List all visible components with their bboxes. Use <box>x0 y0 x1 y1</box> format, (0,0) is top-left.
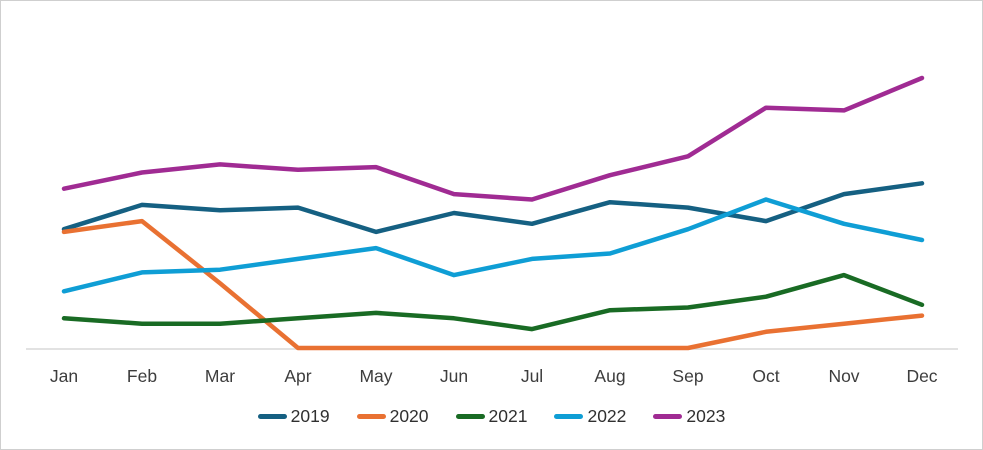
series-line-2020 <box>61 218 925 351</box>
legend-label-2021: 2021 <box>488 406 528 426</box>
x-axis-label-feb: Feb <box>127 366 157 386</box>
series-line-2019 <box>61 181 925 235</box>
series-line-2022 <box>61 197 925 294</box>
x-axis-label-may: May <box>359 366 392 386</box>
legend-label-2023: 2023 <box>686 406 726 426</box>
x-axis-label-jun: Jun <box>440 366 468 386</box>
legend-label-2019: 2019 <box>290 406 330 426</box>
x-axis-label-jul: Jul <box>521 366 543 386</box>
legend-marker-2022-icon <box>554 414 584 419</box>
legend-marker-2021-icon <box>455 414 485 419</box>
x-axis-label-apr: Apr <box>284 366 311 386</box>
x-axis-label-aug: Aug <box>594 366 625 386</box>
legend-item-2022: 2022 <box>554 406 626 427</box>
legend-marker-2020-icon <box>356 414 386 419</box>
legend-marker-2019-icon <box>257 414 287 419</box>
series-line-2023 <box>61 75 925 202</box>
legend-item-2020: 2020 <box>356 406 429 427</box>
x-axis-label-nov: Nov <box>828 366 859 386</box>
legend-item-2021: 2021 <box>455 406 528 427</box>
line-chart: Jan Feb Mar Apr May Jun Jul Aug Sep Oct Nov Dec <box>26 75 958 386</box>
legend-label-2022: 2022 <box>587 406 627 426</box>
legend-label-2020: 2020 <box>389 406 429 426</box>
legend-marker-2023-icon <box>653 414 683 419</box>
x-axis-label-mar: Mar <box>205 366 235 386</box>
x-axis-label-sep: Sep <box>672 366 703 386</box>
x-axis-label-dec: Dec <box>906 366 937 386</box>
legend-item-2019: 2019 <box>257 406 330 427</box>
chart-legend: 2019 2020 2021 2022 2023 <box>1 406 982 427</box>
series-line-2021 <box>61 272 925 332</box>
legend-item-2023: 2023 <box>653 406 725 427</box>
x-axis-label-jan: Jan <box>50 366 78 386</box>
x-axis-label-oct: Oct <box>752 366 779 386</box>
